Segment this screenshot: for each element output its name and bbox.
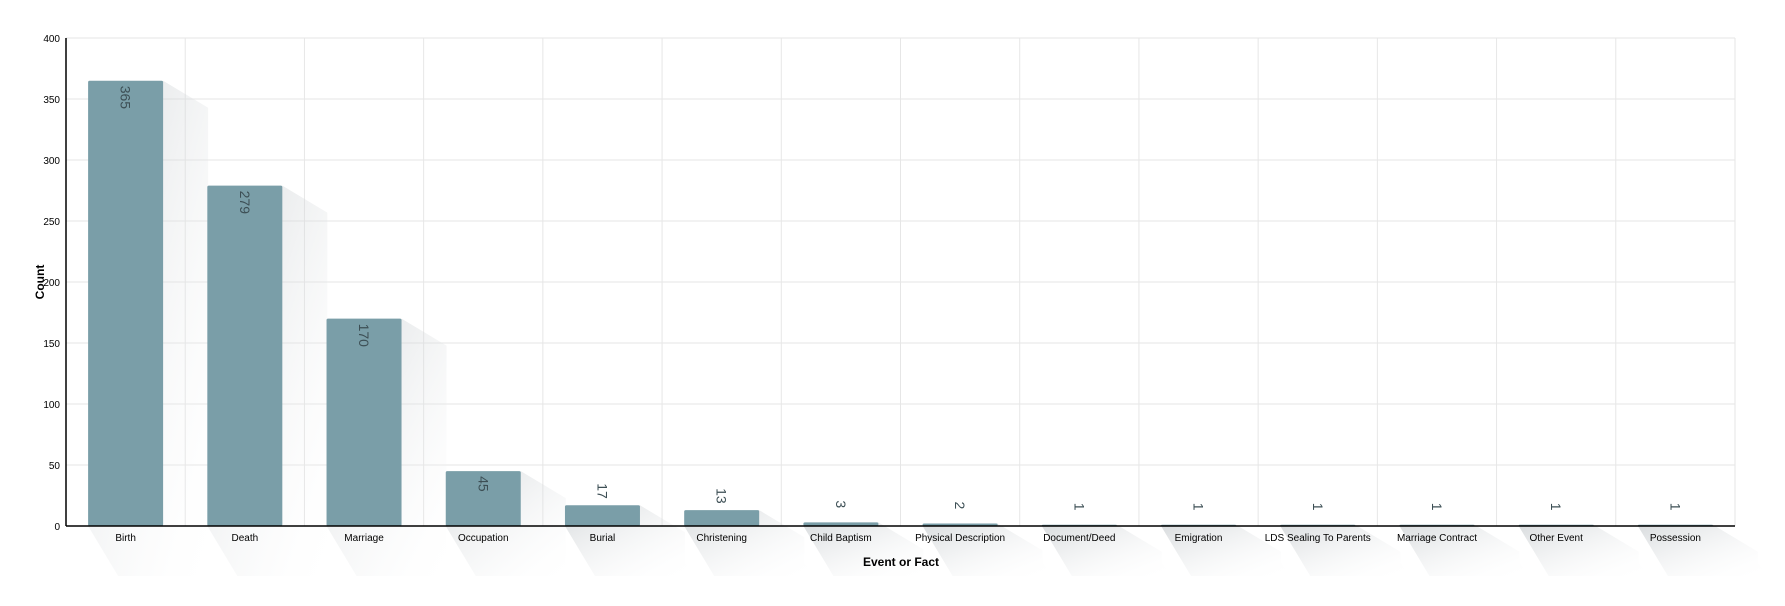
grid [65,37,1736,527]
bar-shadow [922,523,1053,576]
y-tick-label: 250 [43,217,60,228]
bar-shadow [1280,524,1411,576]
x-tick-label: Marriage Contract [1397,533,1477,544]
x-tick-label: Physical Description [915,533,1005,544]
data-label: 13 [714,488,730,504]
y-tick-label: 300 [43,156,60,167]
x-tick-label: Marriage [344,533,384,544]
x-tick-label: Possession [1650,533,1701,544]
bar-shadow [1161,524,1292,576]
y-tick-label: 200 [43,278,60,289]
x-tick-label: Other Event [1529,533,1583,544]
bar-shadow [1518,524,1649,576]
data-label: 3 [833,500,849,508]
data-label: 365 [118,86,134,110]
data-label: 2 [952,502,968,510]
data-label: 1 [1310,503,1326,511]
y-tick-label: 350 [43,95,60,106]
data-label: 1 [1071,503,1087,511]
bar-shadow [1041,524,1172,576]
x-axis-title: Event or Fact [863,555,939,569]
y-axis-title: Count [33,265,47,300]
bar-shadow [803,522,934,576]
axes: 0 50 100 150 200 250 300 350 400 Birth Death Marria… [43,34,1735,544]
bars: 365 279 170 45 17 13 3 2 1 1 1 1 1 1 [88,80,1713,526]
x-tick-label: Christening [696,533,747,544]
data-label: 1 [1191,503,1207,511]
bar [803,522,879,526]
bar [684,510,760,526]
bar-shadow [1637,524,1768,576]
y-tick-label: 50 [49,461,61,472]
bar [88,80,164,526]
x-tick-label: Child Baptism [810,533,872,544]
y-tick-label: 150 [43,339,60,350]
x-tick-label: LDS Sealing To Parents [1265,533,1371,544]
x-tick-label: Emigration [1175,533,1223,544]
x-tick-label: Occupation [458,533,509,544]
data-label: 170 [356,324,372,348]
data-label: 1 [1548,503,1564,511]
bar [564,505,640,526]
bar-shadow [1399,524,1530,576]
bar [326,318,402,526]
y-tick-label: 0 [54,522,60,533]
x-tick-label: Burial [590,533,616,544]
x-tick-label: Document/Deed [1043,533,1115,544]
data-label: 279 [237,191,253,215]
bar [207,185,283,526]
data-label: 17 [594,483,610,499]
y-tick-label: 400 [43,34,60,45]
y-tick-label: 100 [43,400,60,411]
data-label: 1 [1429,503,1445,511]
x-tick-label: Death [231,533,258,544]
data-label: 1 [1667,503,1683,511]
x-tick-label: Birth [115,533,136,544]
data-label: 45 [475,476,491,492]
bar [445,471,521,526]
